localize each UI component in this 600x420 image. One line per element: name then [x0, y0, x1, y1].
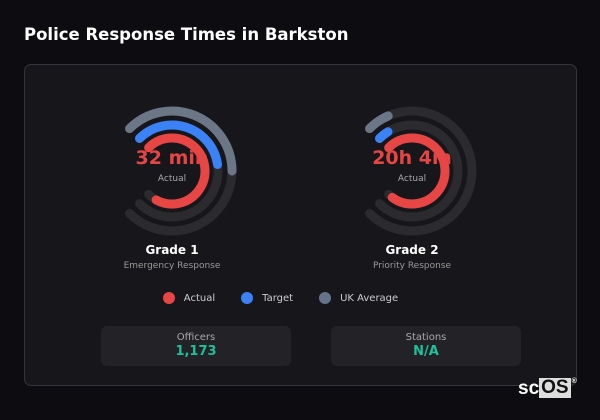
target-arc — [134, 120, 223, 170]
ring-chart — [125, 106, 237, 236]
gauge-desc: Priority Response — [372, 261, 452, 271]
stat-officers: Officers 1,173 — [101, 326, 291, 366]
stat-label: Stations — [405, 332, 447, 343]
legend-label: Actual — [183, 292, 216, 304]
page-title: Police Response Times in Barkston — [24, 25, 349, 44]
legend-label: UK Average — [340, 292, 399, 304]
stat-stations: Stations N/A — [331, 326, 521, 366]
gauge-name: Grade 2 — [385, 243, 439, 257]
gauge-value: 32 min — [135, 147, 209, 169]
target-arc — [374, 127, 393, 143]
actual-arc — [144, 133, 210, 209]
uk-average-arc — [125, 106, 237, 176]
gauge-grade-2: 20h 4m Actual Grade 2 Priority Response — [332, 105, 492, 325]
actual-dot-icon — [162, 292, 175, 304]
uk-average-arc — [365, 111, 393, 134]
target-track — [374, 120, 463, 222]
gauge-sub: Actual — [157, 174, 187, 184]
gauge-value: 20h 4m — [372, 147, 452, 169]
gauge-desc: Emergency Response — [123, 261, 221, 271]
stat-value: 1,173 — [175, 344, 217, 359]
stat-label: Officers — [176, 332, 216, 343]
legend-uk-average: UK Average — [319, 292, 398, 304]
gauge-sub: Actual — [397, 174, 427, 184]
gauge-grade-1: 32 min Actual Grade 1 Emergency Response — [92, 105, 252, 325]
legend-actual: Actual — [162, 292, 216, 304]
target-dot-icon — [241, 292, 254, 304]
legend: Actual Target UK Average — [5, 292, 556, 304]
uk-average-dot-icon — [319, 292, 332, 304]
legend-label: Target — [262, 292, 294, 304]
scos-logo: sc OS ® — [518, 377, 577, 400]
uk-average-track — [365, 106, 477, 236]
stat-value: N/A — [413, 344, 439, 359]
ring-chart — [365, 106, 477, 236]
legend-target: Target — [241, 292, 293, 304]
actual-arc — [384, 133, 450, 209]
gauge-name: Grade 1 — [145, 243, 199, 257]
response-card: 32 min Actual Grade 1 Emergency Response… — [24, 64, 577, 386]
